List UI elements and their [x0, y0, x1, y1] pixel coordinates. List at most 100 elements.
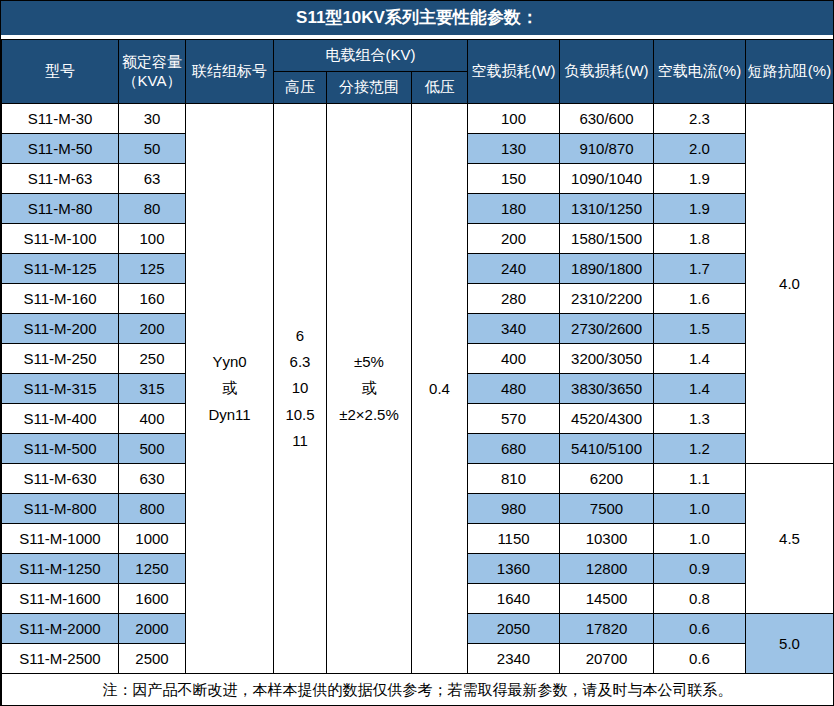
load-loss-cell: 20700 — [560, 644, 654, 674]
load-loss-cell: 12800 — [560, 554, 654, 584]
model-cell: S11-M-50 — [2, 134, 119, 164]
load-loss-cell: 7500 — [560, 494, 654, 524]
model-cell: S11-M-1600 — [2, 584, 119, 614]
hv-voltage-line: 10 — [274, 375, 326, 401]
no-load-loss-cell: 150 — [468, 164, 560, 194]
col-header-hv: 高压 — [274, 72, 327, 104]
no-load-current-cell: 2.3 — [654, 104, 746, 134]
model-cell: S11-M-100 — [2, 224, 119, 254]
capacity-cell: 315 — [119, 374, 186, 404]
load-loss-cell: 14500 — [560, 584, 654, 614]
capacity-cell: 2500 — [119, 644, 186, 674]
load-loss-cell: 17820 — [560, 614, 654, 644]
no-load-current-cell: 1.0 — [654, 524, 746, 554]
capacity-cell: 100 — [119, 224, 186, 254]
no-load-loss-cell: 180 — [468, 194, 560, 224]
capacity-cell: 2000 — [119, 614, 186, 644]
capacity-cell: 250 — [119, 344, 186, 374]
no-load-loss-cell: 1150 — [468, 524, 560, 554]
no-load-current-cell: 1.5 — [654, 314, 746, 344]
no-load-loss-cell: 280 — [468, 284, 560, 314]
spec-table: 型号 额定容量 （KVA） 联结组标号 电载组合(KV) 空载损耗(W) 负载损… — [1, 39, 834, 706]
col-header-model: 型号 — [2, 40, 119, 104]
footer-note: 注：因产品不断改进，本样本提供的数据仅供参考；若需取得最新参数，请及时与本公司联… — [2, 674, 834, 706]
no-load-loss-cell: 340 — [468, 314, 560, 344]
load-loss-cell: 2310/2200 — [560, 284, 654, 314]
no-load-current-cell: 1.4 — [654, 344, 746, 374]
model-cell: S11-M-500 — [2, 434, 119, 464]
table-row: S11-M-30 30 Yyn0 或 Dyn11 6 6.3 10 10.5 1… — [2, 104, 834, 134]
hv-voltage-line: 6 — [274, 323, 326, 349]
model-cell: S11-M-630 — [2, 464, 119, 494]
no-load-current-cell: 0.6 — [654, 644, 746, 674]
load-loss-cell: 1090/1040 — [560, 164, 654, 194]
model-cell: S11-M-125 — [2, 254, 119, 284]
no-load-current-cell: 1.4 — [654, 374, 746, 404]
no-load-current-cell: 1.9 — [654, 164, 746, 194]
no-load-current-cell: 0.6 — [654, 614, 746, 644]
capacity-cell: 1000 — [119, 524, 186, 554]
tap-range-cell: ±5% 或 ±2×2.5% — [327, 104, 412, 674]
no-load-current-cell: 1.2 — [654, 434, 746, 464]
col-header-tap-range: 分接范围 — [327, 72, 412, 104]
tap-range-line: ±2×2.5% — [327, 402, 411, 428]
hv-voltage-line: 6.3 — [274, 349, 326, 375]
col-header-capacity-line1: 额定容量 — [119, 53, 185, 72]
no-load-current-cell: 1.8 — [654, 224, 746, 254]
capacity-cell: 125 — [119, 254, 186, 284]
load-loss-cell: 3830/3650 — [560, 374, 654, 404]
vector-group-line: Yyn0 — [186, 349, 273, 375]
page-title: S11型10KV系列主要性能参数： — [1, 1, 833, 35]
load-loss-cell: 10300 — [560, 524, 654, 554]
load-loss-cell: 4520/4300 — [560, 404, 654, 434]
impedance-cell: 4.0 — [746, 104, 834, 464]
capacity-cell: 1600 — [119, 584, 186, 614]
capacity-cell: 200 — [119, 314, 186, 344]
footer-row: 注：因产品不断改进，本样本提供的数据仅供参考；若需取得最新参数，请及时与本公司联… — [2, 674, 834, 706]
capacity-cell: 1250 — [119, 554, 186, 584]
capacity-cell: 400 — [119, 404, 186, 434]
no-load-loss-cell: 810 — [468, 464, 560, 494]
load-loss-cell: 5410/5100 — [560, 434, 654, 464]
col-header-impedance: 短路抗阻(%) — [746, 40, 834, 104]
capacity-cell: 500 — [119, 434, 186, 464]
lv-voltage-cell: 0.4 — [412, 104, 468, 674]
capacity-cell: 630 — [119, 464, 186, 494]
model-cell: S11-M-315 — [2, 374, 119, 404]
capacity-cell: 160 — [119, 284, 186, 314]
model-cell: S11-M-250 — [2, 344, 119, 374]
no-load-current-cell: 0.8 — [654, 584, 746, 614]
load-loss-cell: 630/600 — [560, 104, 654, 134]
no-load-loss-cell: 980 — [468, 494, 560, 524]
capacity-cell: 50 — [119, 134, 186, 164]
col-header-voltage-combo: 电载组合(KV) — [274, 40, 468, 72]
no-load-loss-cell: 480 — [468, 374, 560, 404]
col-header-lv: 低压 — [412, 72, 468, 104]
no-load-loss-cell: 680 — [468, 434, 560, 464]
model-cell: S11-M-63 — [2, 164, 119, 194]
impedance-cell: 5.0 — [746, 614, 834, 674]
no-load-loss-cell: 240 — [468, 254, 560, 284]
no-load-loss-cell: 130 — [468, 134, 560, 164]
no-load-loss-cell: 1360 — [468, 554, 560, 584]
no-load-current-cell: 1.1 — [654, 464, 746, 494]
load-loss-cell: 1890/1800 — [560, 254, 654, 284]
load-loss-cell: 6200 — [560, 464, 654, 494]
hv-voltage-line: 11 — [274, 428, 326, 454]
no-load-loss-cell: 2050 — [468, 614, 560, 644]
col-header-no-load-current: 空载电流(%) — [654, 40, 746, 104]
no-load-loss-cell: 1640 — [468, 584, 560, 614]
model-cell: S11-M-1250 — [2, 554, 119, 584]
no-load-loss-cell: 2340 — [468, 644, 560, 674]
model-cell: S11-M-2500 — [2, 644, 119, 674]
tap-range-line: ±5% — [327, 349, 411, 375]
col-header-load-loss: 负载损耗(W) — [560, 40, 654, 104]
hv-voltage-cell: 6 6.3 10 10.5 11 — [274, 104, 327, 674]
impedance-cell: 4.5 — [746, 464, 834, 614]
header-row-1: 型号 额定容量 （KVA） 联结组标号 电载组合(KV) 空载损耗(W) 负载损… — [2, 40, 834, 72]
no-load-current-cell: 1.9 — [654, 194, 746, 224]
capacity-cell: 30 — [119, 104, 186, 134]
no-load-current-cell: 0.9 — [654, 554, 746, 584]
load-loss-cell: 1580/1500 — [560, 224, 654, 254]
vector-group-line: 或 — [186, 375, 273, 401]
